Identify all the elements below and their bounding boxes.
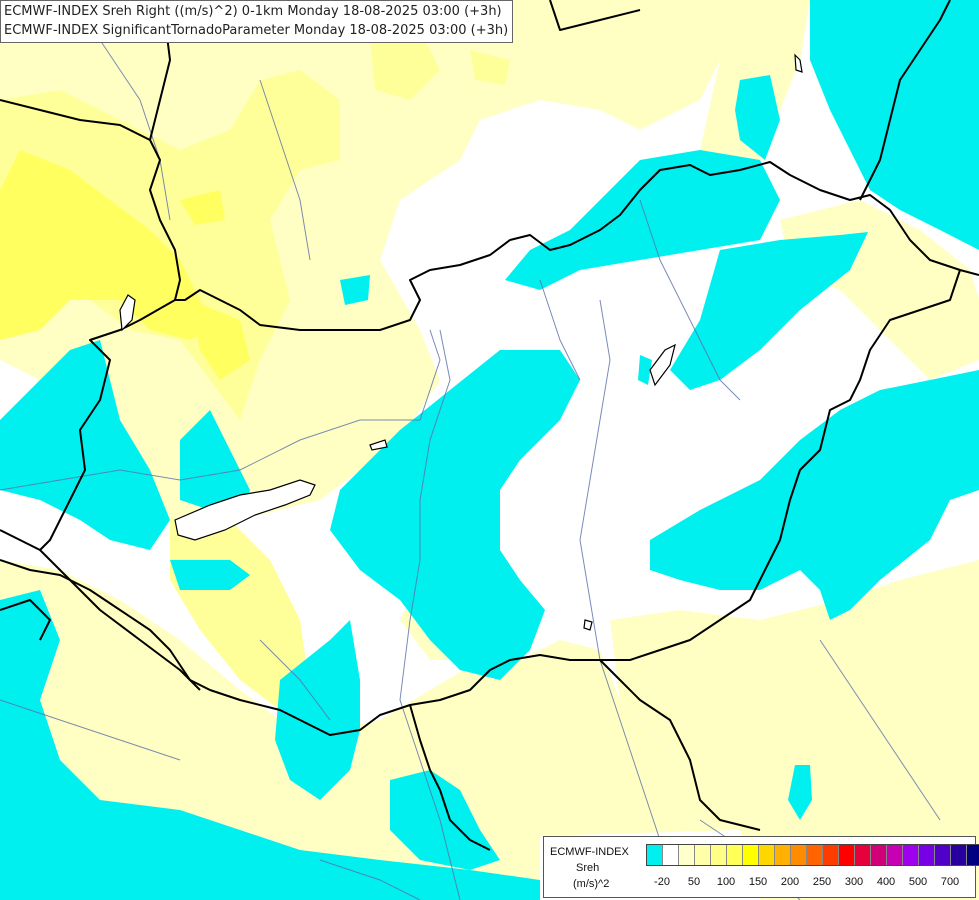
legend-swatch: [711, 845, 727, 865]
legend-tick-label: 250: [812, 876, 832, 888]
legend-tick-label: 200: [780, 876, 800, 888]
legend-model-name: ECMWF-INDEX: [550, 846, 629, 858]
legend-tick-label: -20: [654, 876, 670, 888]
legend-tick-label: 300: [844, 876, 864, 888]
legend-tick-label: 500: [908, 876, 928, 888]
legend-tick-label: 400: [876, 876, 896, 888]
legend-color-scale: [646, 844, 979, 866]
legend-swatch: [887, 845, 903, 865]
legend-swatch: [695, 845, 711, 865]
legend-swatch: [791, 845, 807, 865]
legend-swatch: [743, 845, 759, 865]
legend-swatch: [855, 845, 871, 865]
legend-swatch: [823, 845, 839, 865]
legend-tick-label: 50: [687, 876, 701, 888]
legend-swatch: [935, 845, 951, 865]
legend-swatch: [839, 845, 855, 865]
legend-swatch: [903, 845, 919, 865]
map-title-box: ECMWF-INDEX Sreh Right ((m/s)^2) 0-1km M…: [0, 0, 514, 43]
title-stp: ECMWF-INDEX SignificantTornadoParameter …: [4, 23, 509, 38]
legend-swatch: [647, 845, 663, 865]
legend-swatch: [919, 845, 935, 865]
legend-swatch: [679, 845, 695, 865]
legend-swatch: [775, 845, 791, 865]
legend-tick-label: 700: [940, 876, 960, 888]
sreh-strong-yellow-areas: [0, 150, 250, 380]
lakes: [119, 53, 803, 631]
legend-swatch: [663, 845, 679, 865]
legend-swatch: [807, 845, 823, 865]
legend-unit: (m/s)^2: [573, 878, 610, 890]
legend-parameter: Sreh: [576, 862, 600, 874]
legend-swatch: [759, 845, 775, 865]
legend-tick-label: 150: [748, 876, 768, 888]
country-borders: [0, 0, 979, 851]
legend-swatch: [727, 845, 743, 865]
legend-tick-label: 100: [716, 876, 736, 888]
legend-swatch: [967, 845, 979, 865]
title-sreh: ECMWF-INDEX Sreh Right ((m/s)^2) 0-1km M…: [4, 4, 502, 19]
legend-swatch: [871, 845, 887, 865]
color-legend: ECMWF-INDEX Sreh (m/s)^2 -20 50 100 150 200 2…: [543, 836, 979, 898]
legend-swatch: [951, 845, 967, 865]
